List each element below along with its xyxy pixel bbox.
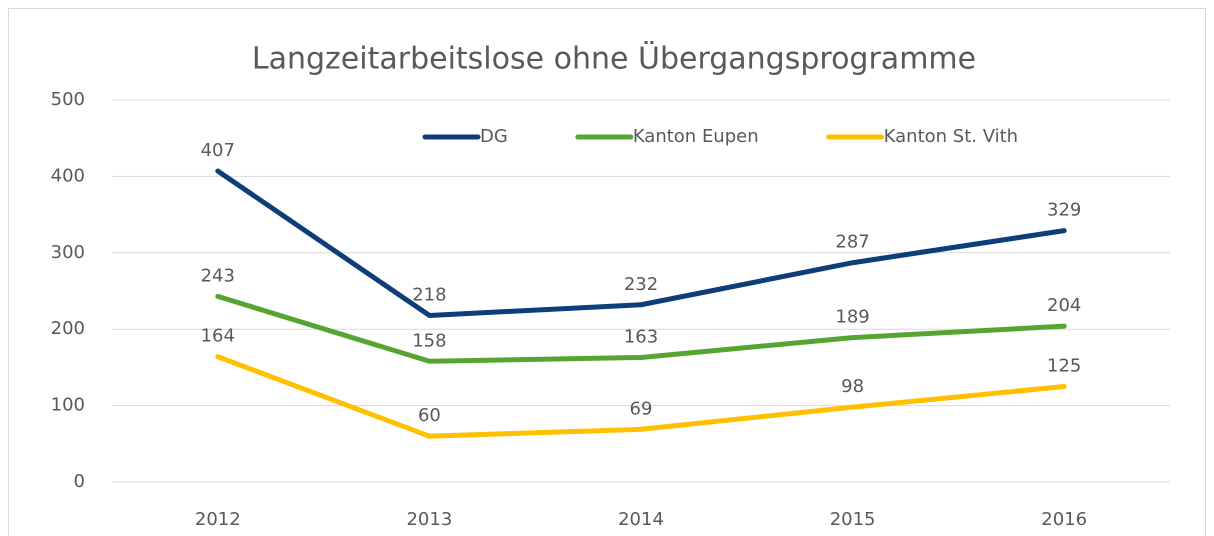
x-tick-label: 2013 [406, 509, 452, 530]
x-tick-label: 2012 [195, 509, 241, 530]
chart-title: Langzeitarbeitslose ohne Übergangsprogra… [252, 41, 976, 77]
y-tick-label: 300 [51, 242, 85, 263]
chart-border [8, 8, 1206, 536]
data-label: 60 [418, 405, 441, 426]
data-label: 98 [841, 376, 864, 397]
y-tick-label: 400 [51, 165, 85, 186]
data-label: 218 [412, 284, 446, 305]
legend-label: Kanton St. Vith [884, 126, 1018, 147]
data-label: 164 [201, 326, 235, 347]
x-tick-label: 2014 [618, 509, 664, 530]
y-tick-label: 100 [51, 395, 85, 416]
data-label: 69 [630, 398, 653, 419]
data-label: 287 [835, 232, 869, 253]
data-label: 158 [412, 330, 446, 351]
legend-label: Kanton Eupen [633, 126, 759, 147]
data-label: 329 [1047, 200, 1081, 221]
series-line [215, 293, 1067, 364]
legend-label: DG [480, 126, 508, 147]
data-label: 232 [624, 274, 658, 295]
y-tick-label: 0 [74, 471, 85, 492]
series-line [215, 354, 1067, 439]
y-tick-label: 500 [51, 89, 85, 110]
x-tick-label: 2016 [1041, 509, 1087, 530]
data-label: 407 [201, 140, 235, 161]
x-tick-label: 2015 [830, 509, 876, 530]
series-line [215, 168, 1067, 318]
data-label: 243 [201, 265, 235, 286]
y-tick-label: 200 [51, 318, 85, 339]
data-label: 163 [624, 326, 658, 347]
data-label: 204 [1047, 295, 1081, 316]
data-label: 189 [835, 307, 869, 328]
data-label: 125 [1047, 356, 1081, 377]
